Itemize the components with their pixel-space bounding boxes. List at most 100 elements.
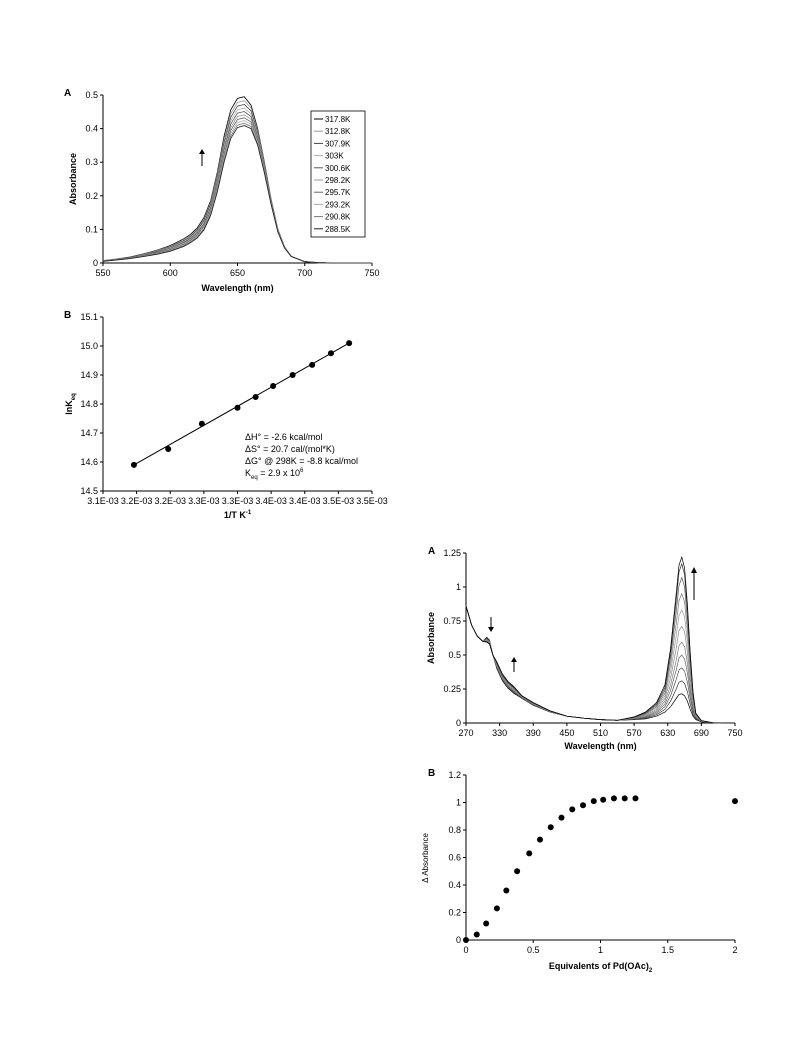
x-tick-label: 3.4E-03: [255, 496, 287, 506]
y-tick-label: 1: [456, 582, 461, 592]
x-tick-label: 450: [559, 728, 574, 738]
data-point: [732, 798, 738, 805]
series-line: [465, 555, 736, 724]
data-point: [346, 340, 353, 347]
data-point: [558, 814, 565, 821]
data-point: [463, 937, 469, 943]
data-point: [234, 404, 241, 411]
y-tick-label: 15.1: [80, 312, 98, 322]
y-tick-label: 0.5: [85, 90, 98, 100]
data-point: [503, 887, 510, 894]
annotation-text: K: [245, 468, 251, 478]
data-point: [514, 868, 521, 875]
y-tick-label: 14.5: [80, 486, 98, 496]
panel-label: B: [428, 768, 435, 779]
x-axis-title-text: Equivalents of Pd(OAc): [549, 961, 649, 971]
data-point: [526, 850, 533, 857]
data-point: [483, 920, 490, 927]
x-tick-label: 650: [230, 268, 245, 278]
arrow-head: [488, 627, 494, 632]
y-tick-label: 0.1: [85, 224, 98, 234]
legend-entry: 303K: [325, 152, 344, 161]
legend-entry: 290.8K: [325, 213, 351, 222]
legend-box: [310, 110, 366, 238]
x-tick-label: 1.5: [661, 945, 674, 955]
x-tick-label: 270: [458, 728, 473, 738]
data-point: [198, 420, 205, 427]
y-axis-title: Absorbance: [68, 153, 78, 205]
x-tick-label: 550: [95, 268, 110, 278]
legend-entry: 312.8K: [325, 127, 351, 136]
data-point: [327, 350, 334, 357]
x-tick-label: 700: [297, 268, 312, 278]
legend-entry: 288.5K: [325, 225, 351, 234]
y-axis-title-sub: eq: [71, 393, 77, 400]
y-tick-label: 0.3: [85, 157, 98, 167]
y-axis-title-text: lnK: [64, 400, 74, 415]
x-tick-label: 3.1E-03: [87, 496, 119, 506]
y-axis-title: lnKeq: [64, 393, 77, 415]
y-tick-label: 0.6: [448, 853, 461, 863]
thermo-annotation: Keq = 2.9 x 106: [245, 468, 304, 481]
data-point: [547, 824, 554, 831]
y-axis-title: Δ Absorbance: [421, 833, 430, 883]
legend-entry: 295.7K: [325, 188, 351, 197]
y-tick-label: 14.7: [80, 428, 98, 438]
data-point: [493, 905, 500, 912]
x-axis-title: Equivalents of Pd(OAc)2: [549, 961, 653, 974]
y-tick-label: 15.0: [80, 341, 98, 351]
x-axis-title-text: 1/T K: [224, 510, 247, 520]
thermo-annotation: ΔG° @ 298K = -8.8 kcal/mol: [245, 456, 358, 466]
x-tick-label: 3.2E-03: [121, 496, 153, 506]
x-axis-title: 1/T K-1: [224, 510, 252, 520]
x-axis-title-sub: 2: [649, 968, 653, 974]
y-tick-label: 0.25: [443, 684, 461, 694]
y-tick-label: 0: [456, 718, 461, 728]
x-tick-label: 600: [163, 268, 178, 278]
data-point: [569, 806, 576, 813]
x-tick-label: 510: [593, 728, 608, 738]
x-tick-label: 3.5E-03: [356, 496, 388, 506]
y-tick-label: 1.2: [448, 770, 461, 780]
y-tick-label: 14.6: [80, 457, 98, 467]
panel-label: B: [64, 310, 71, 321]
y-tick-label: 0: [456, 935, 461, 945]
x-tick-label: 750: [364, 268, 379, 278]
data-point: [580, 802, 587, 809]
x-tick-label: 0.5: [527, 945, 540, 955]
legend-entry: 317.8K: [325, 115, 351, 124]
x-tick-label: 690: [694, 728, 709, 738]
y-tick-label: 0.2: [448, 908, 461, 918]
y-tick-label: 0.75: [443, 616, 461, 626]
series-line: [465, 562, 736, 724]
arrow-head: [691, 567, 697, 573]
arrow-head: [199, 149, 205, 154]
series-line: [102, 125, 372, 264]
legend-entry: 300.6K: [325, 164, 351, 173]
y-tick-label: 1: [456, 798, 461, 808]
annotation-sup: 6: [300, 468, 304, 474]
y-tick-label: 14.9: [80, 370, 98, 380]
annotation-text: ΔS° = 20.7 cal/(mol*K): [245, 444, 335, 454]
data-point: [610, 795, 617, 802]
x-tick-label: 330: [492, 728, 507, 738]
data-point: [632, 795, 639, 802]
y-tick-label: 0.5: [448, 650, 461, 660]
data-point: [590, 798, 597, 805]
x-tick-label: 0: [463, 945, 468, 955]
x-axis-title: Wavelength (nm): [201, 283, 273, 293]
y-tick-label: 0.4: [448, 880, 461, 890]
x-tick-label: 3.2E-03: [154, 496, 186, 506]
data-point: [270, 383, 277, 390]
x-tick-label: 3.4E-03: [289, 496, 321, 506]
x-tick-label: 3.3E-03: [188, 496, 220, 506]
y-axis-title: Absorbance: [426, 612, 436, 664]
y-tick-label: 0: [93, 258, 98, 268]
data-point: [289, 372, 296, 378]
y-tick-label: 0.8: [448, 825, 461, 835]
x-tick-label: 1: [598, 945, 603, 955]
annotation-text: = 2.9 x 10: [258, 468, 300, 478]
series-line: [465, 576, 736, 724]
